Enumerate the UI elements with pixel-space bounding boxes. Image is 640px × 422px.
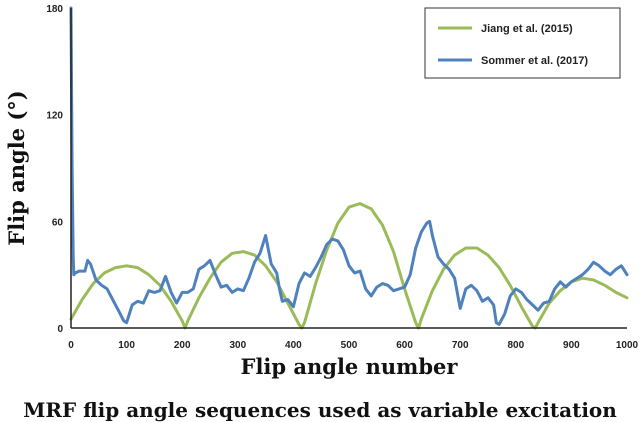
x-tick-label: 0	[68, 340, 74, 351]
y-tick-label: 0	[57, 324, 63, 335]
legend-box	[424, 7, 621, 79]
flip-angle-chart: 0 100 200 300 400 500 600 700 800 900 1000 0 60 120 1…	[4, 4, 639, 379]
figure-caption: MRF flip angle sequences used as variabl…	[23, 398, 617, 422]
x-tick-labels: 0 100 200 300 400 500 600 700 800 900 1000	[68, 340, 638, 351]
legend: Jiang et al. (2015) Sommer et al. (2017)	[424, 7, 621, 79]
x-axis-title: Flip angle number	[241, 354, 459, 379]
y-tick-labels: 0 60 120 180	[46, 4, 63, 335]
x-tick-label: 100	[118, 340, 135, 351]
x-tick-label: 800	[507, 340, 524, 351]
x-tick-label: 700	[452, 340, 469, 351]
x-tick-label: 900	[563, 340, 580, 351]
x-tick-label: 200	[174, 340, 191, 351]
x-tick-label: 600	[396, 340, 413, 351]
legend-label-sommer: Sommer et al. (2017)	[481, 55, 588, 67]
y-tick-label: 60	[52, 217, 64, 228]
legend-label-jiang: Jiang et al. (2015)	[481, 23, 573, 35]
y-axis-title: Flip angle (°)	[4, 90, 29, 245]
x-tick-label: 400	[285, 340, 302, 351]
x-tick-label: 500	[341, 340, 358, 351]
series-line-sommer	[69, 6, 629, 326]
y-tick-label: 180	[46, 4, 63, 15]
y-tick-label: 120	[46, 111, 63, 122]
x-tick-label: 1000	[616, 340, 639, 351]
x-tick-label: 300	[229, 340, 246, 351]
